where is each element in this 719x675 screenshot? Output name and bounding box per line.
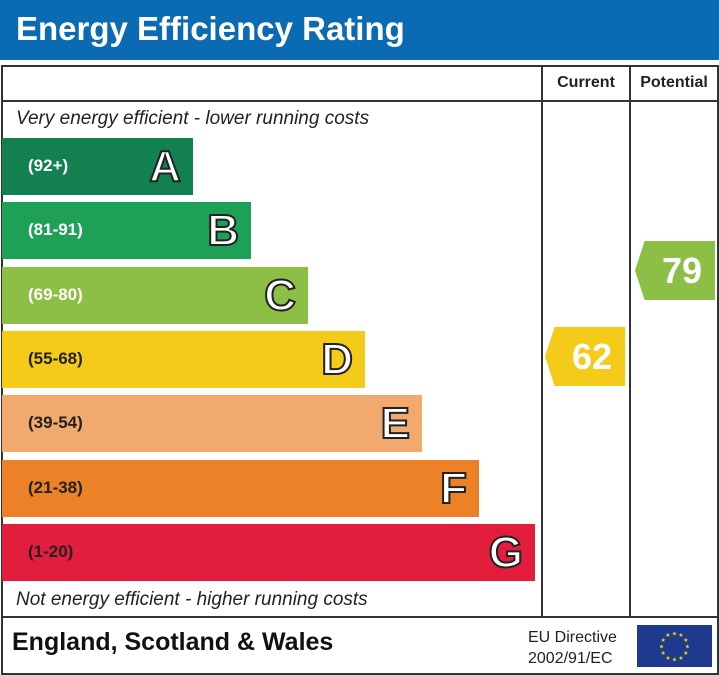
band-bar-d: (55-68) D: [2, 330, 365, 388]
region-label: England, Scotland & Wales: [12, 628, 334, 656]
column-header-current: Current: [557, 74, 615, 91]
band-range: (55-68): [28, 348, 83, 368]
eu-flag-icon: ★★★★★★★★★ ★ ★★: [637, 625, 712, 667]
top-note: Very energy efficient - lower running co…: [16, 108, 370, 129]
band-bar-g: (1-20) G: [2, 523, 535, 581]
band-letter: G: [488, 527, 524, 578]
chart-title: Energy Efficiency Rating: [16, 10, 405, 47]
potential-rating-value: 79: [661, 250, 703, 291]
eu-star: ★: [683, 650, 688, 657]
band-bar-e: (39-54) E: [2, 395, 422, 453]
eu-star: ★: [659, 644, 664, 651]
current-rating-arrow: 62: [545, 327, 625, 386]
band-letter: E: [380, 398, 411, 449]
band-range: (81-91): [28, 220, 83, 240]
eu-star: ★: [678, 632, 683, 639]
band-bar-c: (69-80) C: [2, 266, 308, 324]
column-divider: [629, 65, 631, 618]
band-letter: C: [263, 270, 297, 321]
band-range: (92+): [28, 156, 69, 175]
band-bar-a: (92+) A: [2, 138, 193, 195]
band-letter: B: [206, 205, 240, 256]
band-bar-b: (81-91) B: [2, 202, 251, 260]
eu-directive: EU Directive 2002/91/EC: [528, 627, 617, 669]
band-bar-f: (21-38) F: [2, 459, 479, 517]
title-bar: Energy Efficiency Rating: [0, 0, 719, 60]
footer-divider: [1, 616, 719, 618]
directive-line1: EU Directive: [528, 629, 617, 646]
eu-star: ★: [683, 637, 688, 644]
eu-star: ★: [661, 637, 666, 644]
band-range: (39-54): [28, 413, 83, 433]
header-divider: [1, 100, 719, 102]
eu-star: ★: [685, 644, 690, 651]
eu-star: ★: [672, 631, 677, 638]
band-range: (1-20): [28, 541, 74, 561]
bottom-note: Not energy efficient - higher running co…: [16, 589, 368, 610]
column-header-potential: Potential: [640, 74, 708, 91]
band-letter: D: [320, 334, 354, 385]
band-range: (21-38): [28, 477, 83, 497]
eu-star: ★: [672, 657, 677, 664]
current-rating-value: 62: [571, 336, 613, 377]
column-divider: [541, 65, 543, 618]
band-range: (69-80): [28, 284, 83, 304]
band-letter: F: [439, 463, 468, 514]
eu-star: ★: [661, 650, 666, 657]
potential-rating-arrow: 79: [635, 241, 715, 300]
eu-star: ★: [665, 632, 670, 639]
band-letter: A: [148, 141, 182, 192]
eu-star: ★: [678, 655, 683, 662]
eu-star: ★: [665, 655, 670, 662]
directive-line2: 2002/91/EC: [528, 650, 613, 667]
